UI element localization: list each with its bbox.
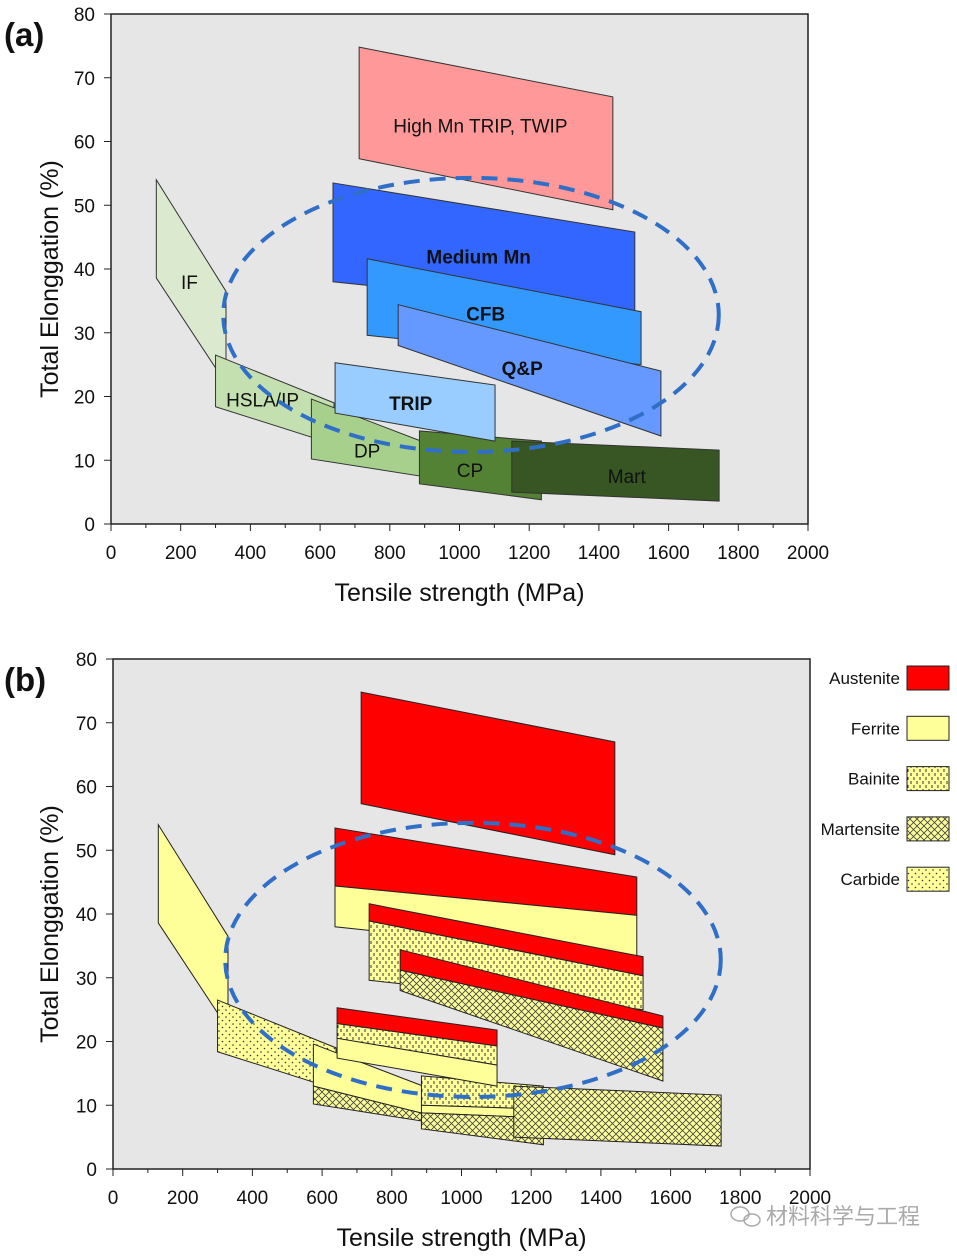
x-tick-label: 200 <box>165 543 197 564</box>
y-tick-label: 0 <box>84 515 95 536</box>
y-axis-title: Total Elonggation (%) <box>36 160 64 398</box>
x-tick-label: 400 <box>235 543 267 564</box>
region-layer-martensite <box>420 1112 544 1146</box>
y-tick-label: 20 <box>74 388 95 409</box>
region-label: DP <box>354 442 380 463</box>
y-tick-label: 40 <box>74 260 95 281</box>
y-tick-label: 0 <box>86 1160 97 1181</box>
region-label: TRIP <box>389 394 433 415</box>
panel-a: (a) IF HSLA/IP DP CP Mart High Mn TRIP, TWIP Me… <box>4 5 829 607</box>
region-label: Medium Mn <box>426 247 531 268</box>
region-label: CFB <box>466 305 505 326</box>
y-tick-label: 80 <box>76 650 97 671</box>
legend-label: Martensite <box>821 820 900 839</box>
y-tick-label: 40 <box>76 905 97 926</box>
x-tick-label: 0 <box>108 1188 119 1209</box>
panel-label: (a) <box>4 16 44 53</box>
legend-swatch-martensite <box>906 816 950 842</box>
x-tick-label: 800 <box>376 1188 408 1209</box>
x-tick-label: 1400 <box>580 1188 622 1209</box>
y-tick-label: 50 <box>76 841 97 862</box>
region-label: High Mn TRIP, TWIP <box>393 117 567 138</box>
region-layer-ferrite <box>336 1037 498 1087</box>
x-axis-title: Tensile strength (MPa) <box>336 1224 586 1252</box>
region-polygon <box>358 46 614 211</box>
legend-swatch-ferrite <box>906 715 950 741</box>
x-tick-label: 1400 <box>578 543 620 564</box>
x-tick-label: 1200 <box>508 543 550 564</box>
legend-label: Bainite <box>848 770 900 789</box>
y-axis-title: Total Elonggation (%) <box>36 805 64 1043</box>
watermark: 材料科学与工程 <box>766 1204 920 1229</box>
y-tick-label: 10 <box>74 451 95 472</box>
legend-swatch-austenite <box>906 665 950 691</box>
legend-label: Carbide <box>840 870 900 889</box>
y-tick-label: 60 <box>76 778 97 799</box>
x-tick-label: 400 <box>237 1188 269 1209</box>
y-tick-label: 20 <box>76 1033 97 1054</box>
y-tick-label: 70 <box>76 714 97 735</box>
x-tick-label: 1000 <box>440 1188 482 1209</box>
highlight-ellipse <box>221 175 721 454</box>
region-polygon <box>511 440 720 502</box>
y-tick-label: 60 <box>74 133 95 154</box>
region-label: IF <box>181 273 198 294</box>
panel-label: (b) <box>4 661 46 698</box>
region-label: Mart <box>608 467 647 488</box>
x-tick-label: 0 <box>106 543 117 564</box>
y-tick-label: 50 <box>74 196 95 217</box>
region-label: CP <box>457 461 483 482</box>
region-polygon <box>397 304 662 437</box>
highlight-ellipse <box>223 820 723 1099</box>
panel-b: (b)0 200 400 600 800 1000 1200 1400 1600 1800 2000… <box>4 650 950 1252</box>
legend-label: Ferrite <box>851 719 900 738</box>
region-label: HSLA/IP <box>226 391 299 412</box>
x-tick-label: 1600 <box>649 1188 691 1209</box>
region-polygon <box>418 430 542 501</box>
y-tick-label: 10 <box>76 1096 97 1117</box>
x-tick-label: 200 <box>167 1188 199 1209</box>
wechat-icon <box>730 1206 761 1227</box>
y-tick-label: 80 <box>74 5 95 26</box>
y-tick-label: 70 <box>74 69 95 90</box>
legend-label: Austenite <box>829 669 900 688</box>
x-tick-label: 1800 <box>719 1188 761 1209</box>
x-tick-label: 1600 <box>647 543 689 564</box>
x-axis-title: Tensile strength (MPa) <box>334 579 584 607</box>
region-polygon <box>334 362 496 442</box>
x-tick-label: 600 <box>304 543 336 564</box>
x-tick-label: 2000 <box>787 543 829 564</box>
legend-swatch-bainite <box>906 766 950 792</box>
x-tick-label: 800 <box>374 543 406 564</box>
x-tick-label: 1000 <box>438 543 480 564</box>
region-layer-martensite <box>399 969 664 1082</box>
x-tick-label: 2000 <box>789 1188 831 1209</box>
x-tick-label: 1200 <box>510 1188 552 1209</box>
x-tick-label: 1800 <box>717 543 759 564</box>
legend-swatch-carbide <box>906 866 950 892</box>
region-label: Q&P <box>502 359 544 380</box>
y-tick-label: 30 <box>74 324 95 345</box>
y-tick-label: 30 <box>76 969 97 990</box>
region-layer-martensite <box>513 1085 722 1147</box>
region-layer-austenite <box>360 691 616 856</box>
x-tick-label: 600 <box>306 1188 338 1209</box>
